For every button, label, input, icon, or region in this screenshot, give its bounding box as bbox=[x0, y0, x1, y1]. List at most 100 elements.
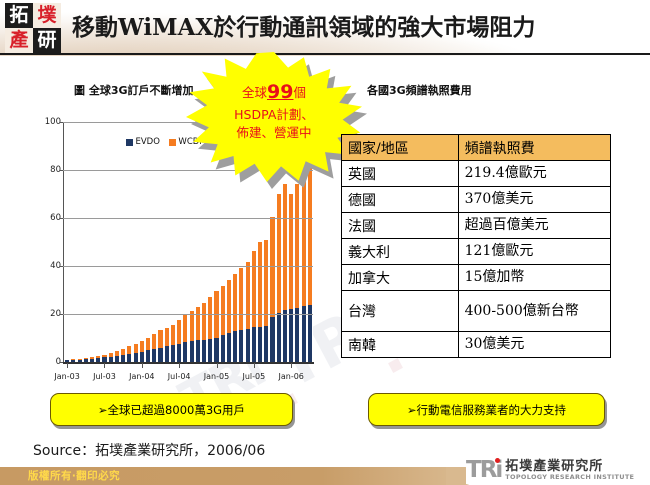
logo-char-4: 研 bbox=[33, 28, 61, 53]
bar-segment-wcdma bbox=[71, 359, 76, 360]
bar-segment-wcdma bbox=[127, 346, 132, 354]
y-axis-tick-label: 80 bbox=[50, 165, 61, 175]
bar-segment-evdo bbox=[276, 312, 281, 362]
bar bbox=[301, 175, 306, 362]
legend-item: WCDMA bbox=[168, 137, 212, 147]
x-axis-tick-label: Jul-03 bbox=[93, 372, 116, 381]
bar bbox=[214, 291, 219, 362]
y-axis-tick-mark bbox=[60, 218, 63, 219]
bar-segment-wcdma bbox=[83, 357, 88, 360]
bar-segment-evdo bbox=[301, 306, 306, 362]
tri-name-block: 拓墣產業研究所 TOPOLOGY RESEARCH INSTITUTE bbox=[505, 460, 634, 480]
bar-segment-wcdma bbox=[295, 183, 300, 308]
bar-segment-evdo bbox=[258, 326, 263, 362]
table-header-cell: 頻譜執照費 bbox=[457, 134, 612, 161]
bar bbox=[164, 327, 169, 362]
bar bbox=[102, 354, 107, 362]
tri-dot-icon bbox=[495, 458, 501, 463]
bar-segment-wcdma bbox=[189, 311, 194, 342]
table-cell-country: 英國 bbox=[341, 160, 459, 187]
bar-segment-wcdma bbox=[133, 343, 138, 353]
bar-segment-wcdma bbox=[152, 334, 157, 350]
starburst-prefix: 全球 bbox=[242, 85, 268, 100]
x-axis-tick-mark bbox=[253, 363, 255, 368]
bar-segment-evdo bbox=[102, 357, 107, 362]
bar-segment-wcdma bbox=[145, 337, 151, 351]
bar bbox=[65, 359, 70, 362]
bar-segment-wcdma bbox=[239, 267, 244, 331]
table-cell-country: 義大利 bbox=[341, 238, 459, 265]
bar bbox=[245, 261, 250, 362]
tri-name-cn: 拓墣產業研究所 bbox=[505, 459, 604, 475]
bar bbox=[71, 359, 76, 362]
bar bbox=[295, 183, 300, 362]
bar-segment-evdo bbox=[152, 349, 157, 362]
gridline bbox=[63, 218, 313, 219]
table-title: 各國3G頻譜執照費用 bbox=[367, 84, 472, 97]
gridline bbox=[63, 266, 313, 267]
legend-label: EVDO bbox=[135, 137, 160, 147]
callout-subscribers: ➢全球已超過8000萬3G用戶 bbox=[50, 393, 293, 426]
table-row: 加拿大 15億加幣 bbox=[341, 264, 612, 291]
bar-segment-evdo bbox=[245, 328, 250, 362]
source-note: Source：拓墣產業研究所，2006/06 bbox=[33, 443, 266, 459]
spectrum-fee-table: 國家/地區 頻譜執照費 英國 219.4億歐元 德國 370億美元 法國 超過百億美元 義大利 1… bbox=[341, 134, 612, 358]
bar bbox=[258, 241, 263, 362]
bar bbox=[307, 167, 312, 362]
bar-segment-wcdma bbox=[289, 194, 294, 309]
bar-segment-evdo bbox=[202, 339, 207, 362]
bar-segment-evdo bbox=[121, 354, 126, 362]
table-cell-country: 加拿大 bbox=[341, 264, 459, 291]
bar-segment-wcdma bbox=[195, 306, 200, 341]
bar-segment-wcdma bbox=[264, 239, 269, 326]
starburst-suffix: 個 bbox=[293, 85, 306, 100]
bar-segment-evdo bbox=[189, 341, 194, 362]
table-cell-country: 德國 bbox=[341, 186, 459, 213]
starburst-line-2: HSDPA計劃、 bbox=[234, 106, 314, 122]
bar bbox=[276, 194, 281, 362]
header-divider bbox=[0, 53, 650, 55]
bar-segment-wcdma bbox=[258, 241, 263, 327]
y-axis bbox=[63, 122, 64, 362]
bar-segment-wcdma bbox=[164, 327, 169, 347]
bar-segment-evdo bbox=[282, 309, 288, 362]
y-axis-tick-label: 20 bbox=[50, 309, 61, 319]
bar bbox=[270, 217, 275, 362]
table-row: 德國 370億美元 bbox=[341, 186, 612, 213]
legend-item: EVDO bbox=[126, 137, 160, 147]
table-header-row: 國家/地區 頻譜執照費 bbox=[341, 134, 612, 161]
table-header-cell: 國家/地區 bbox=[341, 134, 459, 161]
table-row: 法國 超過百億美元 bbox=[341, 212, 612, 239]
bar-segment-evdo bbox=[233, 331, 238, 362]
bar bbox=[96, 356, 101, 362]
x-axis-tick-label: Jul-04 bbox=[167, 372, 191, 381]
callout-operator-support: ➢行動電信服務業者的大力支持 bbox=[368, 393, 605, 426]
bar-segment-evdo bbox=[220, 334, 225, 362]
x-axis-tick-label: Jan-04 bbox=[129, 372, 155, 381]
bar-segment-wcdma bbox=[139, 340, 144, 352]
bar-segment-wcdma bbox=[270, 217, 275, 317]
chart-legend: EVDO WCDMA bbox=[126, 137, 212, 147]
bar-segment-evdo bbox=[65, 360, 70, 362]
bar bbox=[195, 306, 200, 362]
bar-segment-evdo bbox=[226, 332, 231, 362]
bar-segment-wcdma bbox=[202, 302, 207, 340]
bar-segment-wcdma bbox=[89, 356, 95, 359]
logo-char-2: 墣 bbox=[33, 3, 61, 28]
table-row: 義大利 121億歐元 bbox=[341, 238, 612, 265]
bar-segment-wcdma bbox=[301, 175, 306, 307]
starburst-line-3: 佈建、營運中 bbox=[236, 124, 312, 140]
x-axis-tick-mark bbox=[67, 363, 69, 368]
bar-segment-evdo bbox=[114, 355, 119, 362]
bar bbox=[170, 324, 175, 362]
bar-segment-evdo bbox=[127, 353, 132, 362]
x-axis-tick-label: Jan-03 bbox=[54, 372, 80, 381]
y-axis-tick-mark bbox=[60, 170, 63, 171]
bar bbox=[89, 356, 95, 362]
x-axis-tick-mark bbox=[291, 363, 293, 368]
bar-segment-evdo bbox=[158, 347, 163, 362]
table-cell-fee: 370億美元 bbox=[457, 186, 612, 213]
bar bbox=[202, 302, 207, 362]
page-title: 移動WiMAX於行動通訊領域的強大市場阻力 bbox=[72, 14, 536, 41]
